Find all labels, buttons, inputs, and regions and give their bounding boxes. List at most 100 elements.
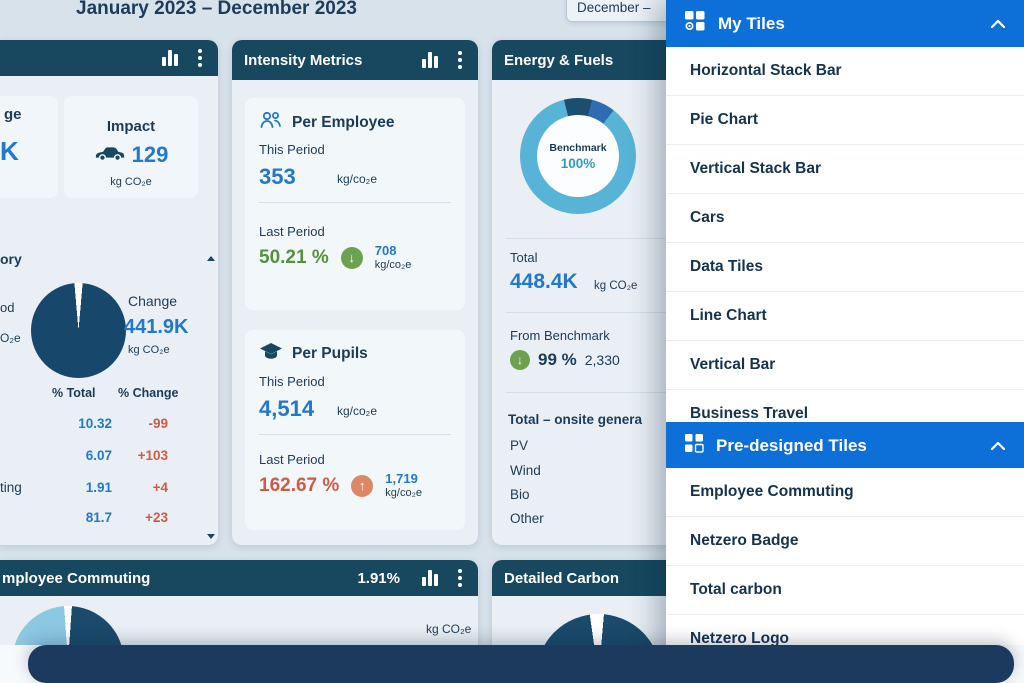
arrow-up-icon: ↑ <box>351 474 374 497</box>
date-range-dropdown[interactable]: December – <box>566 0 672 22</box>
energy-tile-title: Energy & Fuels <box>504 51 614 69</box>
last-period-unit: kg/co₂e <box>374 258 412 271</box>
tile-item-label: Data Tiles <box>690 258 763 275</box>
kebab-menu-icon[interactable] <box>194 47 206 69</box>
row-change: +4 <box>152 480 168 495</box>
tile-item-horizontal-stack-bar[interactable]: Horizontal Stack Bar <box>666 47 1024 96</box>
this-period-label: This Period <box>259 142 325 157</box>
row-change: +103 <box>137 448 168 463</box>
tile-item-label: Cars <box>690 209 725 226</box>
row-total: 81.7 <box>85 510 112 525</box>
my-tiles-icon <box>684 10 706 37</box>
row-total: 10.32 <box>78 416 112 431</box>
row-total: 1.91 <box>85 480 112 495</box>
arrow-down-icon: ↓ <box>340 246 363 269</box>
change-unit: kg CO₂e <box>128 344 170 356</box>
change-value: 441.9K <box>124 316 189 338</box>
benchmark-pct: 100% <box>560 155 596 171</box>
commuting-tile-header: mployee Commuting 1.91% <box>0 560 478 596</box>
breakdown-row: Wind <box>510 463 541 478</box>
per-employee-name: Per Employee <box>292 113 395 131</box>
graduation-cap-icon <box>259 342 283 365</box>
tile-item-vertical-bar[interactable]: Vertical Bar <box>666 341 1024 390</box>
tile-item-label: Total carbon <box>690 581 782 598</box>
page-title: January 2023 – December 2023 <box>76 0 357 19</box>
bottom-bar <box>28 645 1014 683</box>
scroll-up-icon[interactable] <box>207 256 215 261</box>
stat-left-value: K <box>0 136 19 166</box>
stat-left-label: ge <box>4 106 22 123</box>
last-period-label: Last Period <box>259 224 325 239</box>
tile-item-label: Pie Chart <box>690 111 759 128</box>
tile-item-label: Vertical Bar <box>690 356 776 373</box>
last-period-value: 708 <box>374 243 397 258</box>
intensity-tile-title: Intensity Metrics <box>244 51 363 69</box>
this-period-value: 353 <box>259 164 296 189</box>
tile-item-cars[interactable]: Cars <box>666 194 1024 243</box>
predesigned-tiles-header[interactable]: Pre-designed Tiles <box>666 422 1024 469</box>
category-label: ory <box>0 251 22 267</box>
from-benchmark-value: 2,330 <box>584 352 620 368</box>
breakdown-row: Bio <box>510 487 530 502</box>
row-label: ting <box>0 480 22 495</box>
commuting-unit: kg CO₂e <box>426 622 472 636</box>
overview-tile: ge K Impact 129 kg CO₂e ory od O₂e Chang… <box>0 40 218 545</box>
my-tiles-header[interactable]: My Tiles <box>666 0 1024 47</box>
bar-chart-icon[interactable] <box>422 52 438 68</box>
chevron-up-icon[interactable] <box>990 441 1006 451</box>
breakdown-row: PV <box>510 438 529 453</box>
my-tiles-title: My Tiles <box>718 13 785 33</box>
row-total: 6.07 <box>85 448 112 463</box>
change-label: Change <box>128 293 178 309</box>
impact-unit: kg CO₂e <box>110 176 152 188</box>
period-label: od <box>0 300 15 315</box>
predesigned-tiles-icon <box>684 433 704 458</box>
tile-item-label: Horizontal Stack Bar <box>690 62 842 79</box>
tile-item-label: Employee Commuting <box>690 483 854 500</box>
tile-item-vertical-stack-bar[interactable]: Vertical Stack Bar <box>666 145 1024 194</box>
benchmark-donut-chart: Benchmark 100% <box>520 98 636 214</box>
total-value: 448.4K <box>510 270 578 293</box>
impact-box: Impact 129 kg CO₂e <box>64 96 198 198</box>
col-total-header: % Total <box>52 386 96 400</box>
people-icon <box>259 110 283 135</box>
from-benchmark-label: From Benchmark <box>510 328 610 343</box>
tile-item-total-carbon[interactable]: Total carbon <box>666 566 1024 615</box>
tile-item-netzero-badge[interactable]: Netzero Badge <box>666 517 1024 566</box>
tile-item-employee-commuting[interactable]: Employee Commuting <box>666 468 1024 517</box>
total-label: Total <box>510 250 538 265</box>
car-icon <box>94 144 126 166</box>
overview-tile-header <box>0 40 218 76</box>
breakdown-row: Other <box>510 511 544 526</box>
bar-chart-icon[interactable] <box>422 570 438 586</box>
tile-item-label: Netzero Logo <box>690 630 790 647</box>
col-change-header: % Change <box>118 386 179 400</box>
per-employee-card: Per Employee This Period 353 kg/co₂e Las… <box>245 98 465 310</box>
last-period-unit: kg/co₂e <box>385 486 422 499</box>
chevron-up-icon[interactable] <box>990 19 1006 29</box>
date-range-value: December – <box>577 0 651 15</box>
tile-item-line-chart[interactable]: Line Chart <box>666 292 1024 341</box>
predesigned-tiles-title: Pre-designed Tiles <box>716 435 867 455</box>
row-change: -99 <box>148 416 168 431</box>
last-period-value: 1,719 <box>385 471 418 486</box>
this-period-value: 4,514 <box>259 396 315 421</box>
from-benchmark-pct: 99 % <box>538 350 577 369</box>
tile-item-label: Business Travel <box>690 405 809 422</box>
this-period-unit: kg/co₂e <box>337 172 378 186</box>
kebab-menu-icon[interactable] <box>454 49 466 71</box>
this-period-label: This Period <box>259 374 325 389</box>
kebab-menu-icon[interactable] <box>454 567 466 589</box>
tiles-side-panel: My Tiles Horizontal Stack Bar Pie Chart … <box>666 0 1024 683</box>
per-pupils-name: Per Pupils <box>292 344 368 362</box>
benchmark-label: Benchmark <box>549 141 607 154</box>
period-unit: O₂e <box>0 331 21 345</box>
detailed-tile-title: Detailed Carbon <box>504 569 620 587</box>
scroll-down-icon[interactable] <box>207 534 215 539</box>
bar-chart-icon[interactable] <box>162 50 178 66</box>
tile-item-pie-chart[interactable]: Pie Chart <box>666 96 1024 145</box>
impact-value: 129 <box>131 142 169 167</box>
stat-left-box: ge K <box>0 96 58 198</box>
last-period-pct: 50.21 % <box>259 246 329 268</box>
tile-item-data-tiles[interactable]: Data Tiles <box>666 243 1024 292</box>
